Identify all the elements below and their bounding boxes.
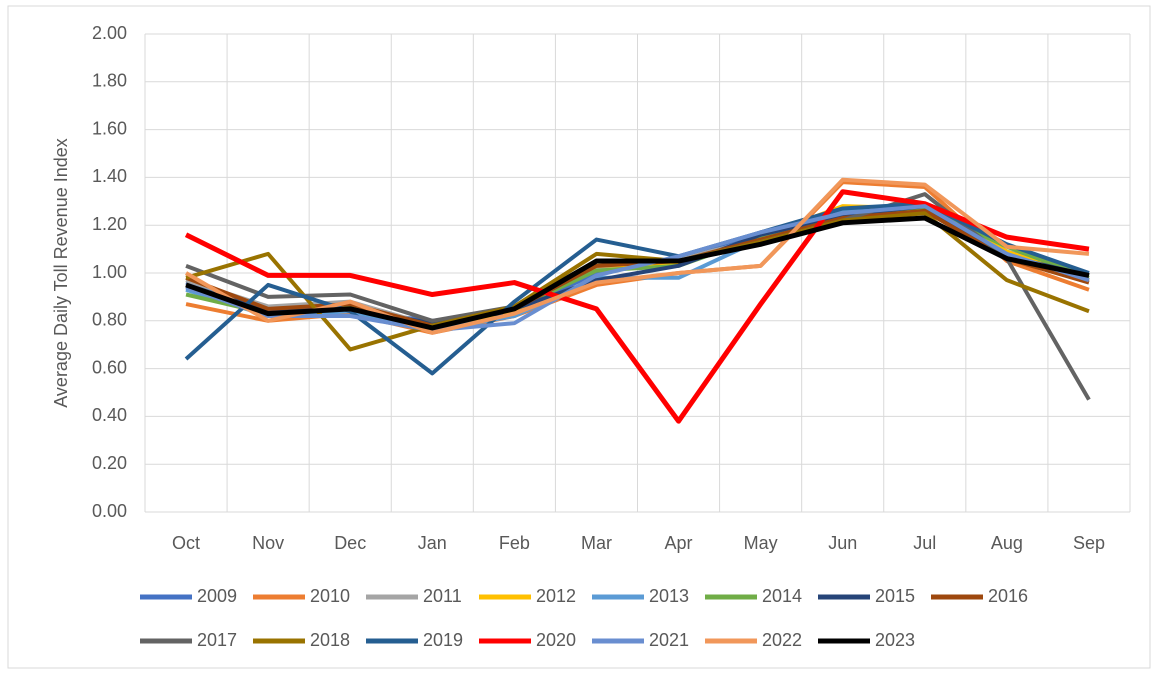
x-tick-label: Nov	[252, 533, 284, 553]
legend-label: 2023	[875, 630, 915, 650]
legend-label: 2012	[536, 586, 576, 606]
legend-label: 2010	[310, 586, 350, 606]
x-tick-label: Dec	[334, 533, 366, 553]
x-tick-label: May	[744, 533, 778, 553]
y-tick-label: 1.60	[92, 118, 127, 138]
series-line	[184, 189, 1090, 424]
legend-label: 2009	[197, 586, 237, 606]
x-tick-label: Sep	[1073, 533, 1105, 553]
y-axis-title: Average Daily Toll Revenue Index	[51, 138, 71, 408]
legend-label: 2011	[423, 586, 462, 606]
legend-label: 2013	[649, 586, 689, 606]
legend-label: 2020	[536, 630, 576, 650]
x-tick-label: Jan	[418, 533, 447, 553]
chart-frame	[7, 5, 1151, 669]
y-tick-label: 1.20	[92, 214, 127, 234]
legend-label: 2016	[988, 586, 1028, 606]
x-tick-label: Aug	[991, 533, 1023, 553]
y-tick-label: 0.00	[92, 501, 127, 521]
x-tick-label: Feb	[499, 533, 530, 553]
legend-label: 2022	[762, 630, 802, 650]
x-tick-label: Apr	[665, 533, 693, 553]
y-tick-label: 1.80	[92, 71, 127, 91]
series-line	[185, 177, 1090, 335]
y-tick-label: 0.60	[92, 357, 127, 377]
legend-label: 2018	[310, 630, 350, 650]
x-tick-label: Jun	[828, 533, 857, 553]
series-line	[185, 204, 1090, 333]
y-tick-label: 0.40	[92, 405, 127, 425]
x-tick-label: Mar	[581, 533, 612, 553]
legend-label: 2019	[423, 630, 463, 650]
legend-label: 2021	[649, 630, 689, 650]
legend-label: 2015	[875, 586, 915, 606]
y-tick-label: 0.20	[92, 453, 127, 473]
y-tick-label: 1.40	[92, 166, 127, 186]
legend-label: 2014	[762, 586, 802, 606]
x-tick-label: Jul	[913, 533, 936, 553]
legend-label: 2017	[197, 630, 237, 650]
y-tick-label: 1.00	[92, 262, 127, 282]
series-line	[185, 215, 1090, 331]
y-tick-label: 0.80	[92, 310, 127, 330]
x-tick-label: Oct	[172, 533, 200, 553]
y-tick-label: 2.00	[92, 23, 127, 43]
